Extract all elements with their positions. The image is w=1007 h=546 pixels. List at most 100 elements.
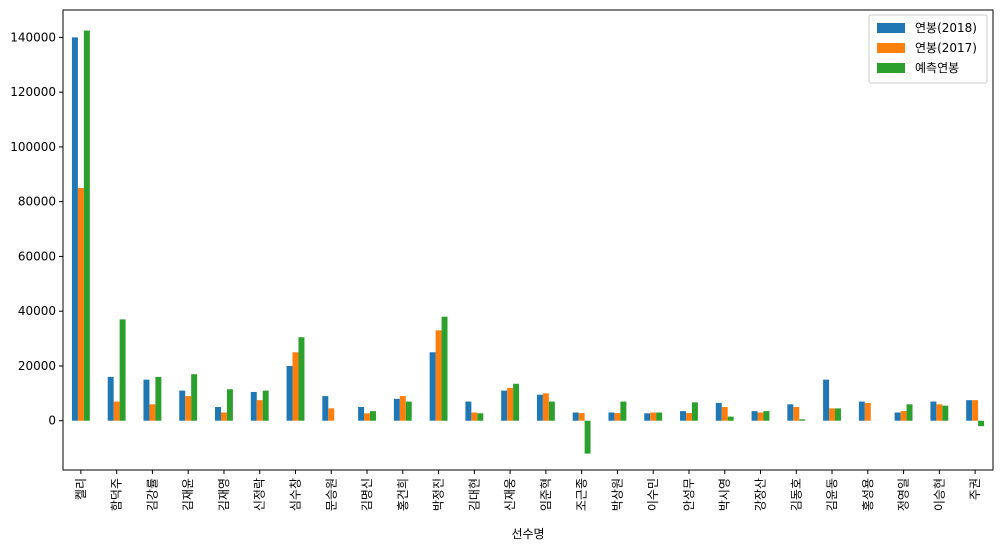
bar xyxy=(751,411,758,421)
bar xyxy=(942,405,949,421)
bar xyxy=(715,402,722,421)
bar xyxy=(578,413,585,421)
bar xyxy=(793,407,800,421)
bar xyxy=(644,413,651,421)
bar xyxy=(107,376,114,421)
bar xyxy=(787,404,794,421)
bar xyxy=(399,396,406,421)
x-tick-label: 박상원 xyxy=(610,478,624,511)
bar xyxy=(721,407,728,421)
bar xyxy=(548,401,555,421)
bar xyxy=(972,400,979,421)
bar xyxy=(471,412,478,421)
x-tick-label: 안성무 xyxy=(682,478,696,511)
y-tick-label: 140000 xyxy=(10,30,56,44)
x-tick-label: 켈리 xyxy=(74,478,88,500)
bar xyxy=(179,390,186,421)
bar xyxy=(298,337,305,421)
x-tick-label: 이승현 xyxy=(932,478,946,511)
bar xyxy=(966,400,973,421)
bar xyxy=(185,396,192,421)
x-tick-label: 김재영 xyxy=(217,478,231,511)
bar xyxy=(835,408,841,421)
bars-group xyxy=(71,30,985,454)
bar xyxy=(680,411,686,421)
x-tick-label: 함덕주 xyxy=(110,478,124,511)
bar xyxy=(83,30,90,421)
bar xyxy=(900,411,907,421)
bar xyxy=(286,365,293,421)
legend-label: 연봉(2018) xyxy=(915,21,977,35)
bar xyxy=(441,316,448,421)
legend: 연봉(2018) 연봉(2017) 예측연봉 xyxy=(868,14,988,84)
x-tick-label: 김윤동 xyxy=(825,478,839,511)
x-tick-label: 김명신 xyxy=(360,478,374,511)
x-tick-label: 임준혁 xyxy=(539,478,553,511)
bar xyxy=(250,391,257,421)
y-tick-label: 120000 xyxy=(10,85,56,99)
bar xyxy=(650,412,657,421)
bar xyxy=(501,390,508,421)
x-tick-label: 신정락 xyxy=(253,478,267,511)
bar xyxy=(757,412,764,421)
legend-label: 예측연봉 xyxy=(915,61,959,75)
bar xyxy=(292,352,299,421)
bar xyxy=(393,398,400,421)
bar xyxy=(220,412,227,421)
bar xyxy=(930,401,937,421)
y-tick-label: 40000 xyxy=(18,304,56,318)
bar xyxy=(149,404,156,421)
x-tick-label: 박정진 xyxy=(432,478,446,511)
bar xyxy=(823,379,830,421)
bar xyxy=(691,402,698,421)
bar xyxy=(542,393,549,421)
bar xyxy=(799,419,806,421)
bar xyxy=(864,402,871,421)
y-tick-label: 100000 xyxy=(10,140,56,154)
bar xyxy=(328,408,335,421)
bar xyxy=(978,420,985,427)
x-tick-label: 김동호 xyxy=(789,478,803,511)
bar xyxy=(513,383,520,421)
bar xyxy=(608,412,615,421)
bar xyxy=(155,376,162,421)
bar xyxy=(584,420,591,454)
legend-swatch xyxy=(877,63,905,73)
x-tick-label: 주권 xyxy=(968,478,982,500)
bar xyxy=(191,374,198,421)
bar xyxy=(215,407,221,421)
y-tick-label: 80000 xyxy=(18,195,56,209)
y-tick-label: 20000 xyxy=(18,359,56,373)
x-tick-label: 신재웅 xyxy=(503,478,517,511)
x-tick-label: 김대현 xyxy=(467,478,481,511)
bar xyxy=(435,330,442,421)
bar xyxy=(906,404,913,421)
bar xyxy=(829,408,836,421)
bar xyxy=(477,413,484,421)
bar xyxy=(620,401,627,421)
bar xyxy=(370,411,376,421)
plot-frame xyxy=(62,9,994,471)
bar xyxy=(256,400,263,421)
bar xyxy=(119,319,126,421)
bar xyxy=(71,37,78,421)
plot-area xyxy=(62,9,994,471)
bar xyxy=(894,412,901,421)
x-axis: 켈리 함덕주 김강률 김재윤 김재영 신정락 심수창 문승원 김명신 홍건희 박정진 김대현 신재웅 임준… xyxy=(74,470,982,511)
x-tick-label: 홍성용 xyxy=(861,478,875,511)
legend-label: 연봉(2017) xyxy=(915,41,977,55)
bar xyxy=(507,387,514,421)
bar xyxy=(262,390,269,421)
x-tick-label: 김강률 xyxy=(145,478,159,511)
bar xyxy=(226,389,233,421)
bar xyxy=(405,401,412,421)
legend-swatch xyxy=(877,23,905,33)
bar xyxy=(685,413,692,421)
bar xyxy=(77,187,84,421)
x-tick-label: 박시영 xyxy=(718,478,732,511)
x-axis-title: 선수명 xyxy=(511,527,544,541)
bar xyxy=(322,396,329,421)
y-tick-label: 0 xyxy=(48,414,56,428)
x-tick-label: 정영일 xyxy=(897,478,911,511)
